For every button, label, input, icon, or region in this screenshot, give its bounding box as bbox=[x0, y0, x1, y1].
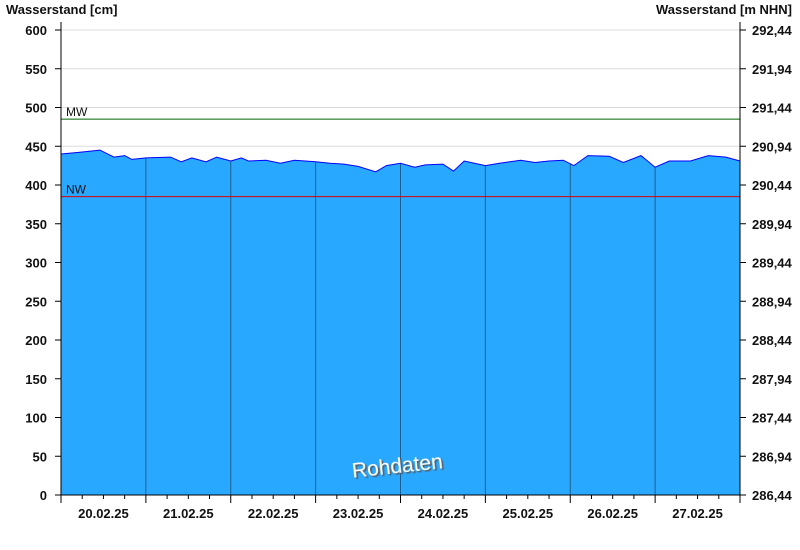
y-tick-label-left: 250 bbox=[25, 294, 47, 309]
y-tick-label-right: 287,44 bbox=[752, 411, 793, 426]
y-tick-label-left: 350 bbox=[25, 217, 47, 232]
reference-lines: MW NW bbox=[61, 105, 740, 198]
y-tick-label-left: 50 bbox=[33, 449, 47, 464]
y-tick-label-right: 291,44 bbox=[752, 101, 793, 116]
y-tick-label-left: 100 bbox=[25, 411, 47, 426]
y-tick-label-right: 290,94 bbox=[752, 139, 793, 154]
y-tick-label-right: 290,44 bbox=[752, 178, 793, 193]
y-tick-label-right: 288,44 bbox=[752, 333, 793, 348]
reference-label-nw: NW bbox=[66, 183, 87, 197]
water-level-line bbox=[60, 149, 741, 173]
y-tick-label-left: 0 bbox=[40, 488, 47, 503]
y-tick-label-left: 450 bbox=[25, 139, 47, 154]
x-tick-label: 21.02.25 bbox=[163, 506, 214, 521]
x-tick-label: 24.02.25 bbox=[418, 506, 469, 521]
y-tick-label-right: 289,44 bbox=[752, 256, 793, 271]
y-tick-label-right: 289,94 bbox=[752, 217, 793, 232]
x-tick-label: 23.02.25 bbox=[333, 506, 384, 521]
y-tick-label-left: 500 bbox=[25, 101, 47, 116]
y-tick-label-right: 288,94 bbox=[752, 294, 793, 309]
axes: 0 286,44 50 286,94 100 287,44 150 287,94 200 288,… bbox=[25, 22, 793, 521]
y-tick-label-right: 291,94 bbox=[752, 62, 793, 77]
y-tick-label-left: 600 bbox=[25, 23, 47, 38]
y-tick-label-left: 150 bbox=[25, 372, 47, 387]
x-tick-label: 25.02.25 bbox=[503, 506, 554, 521]
y-tick-label-left: 550 bbox=[25, 62, 47, 77]
y-axis-right-label: Wasserstand [m NHN] bbox=[656, 2, 792, 17]
x-tick-label: 27.02.25 bbox=[672, 506, 723, 521]
x-tick-label: 20.02.25 bbox=[78, 506, 129, 521]
y-tick-label-right: 286,94 bbox=[752, 449, 793, 464]
y-tick-label-right: 292,44 bbox=[752, 23, 793, 38]
day-separators bbox=[145, 150, 656, 495]
x-tick-label: 22.02.25 bbox=[248, 506, 299, 521]
reference-label-mw: MW bbox=[66, 105, 88, 119]
y-tick-label-right: 287,94 bbox=[752, 372, 793, 387]
y-tick-label-left: 200 bbox=[25, 333, 47, 348]
y-axis-left-label: Wasserstand [cm] bbox=[6, 2, 118, 17]
x-tick-label: 26.02.25 bbox=[587, 506, 638, 521]
y-tick-label-left: 300 bbox=[25, 256, 47, 271]
y-tick-label-left: 400 bbox=[25, 178, 47, 193]
y-tick-label-right: 286,44 bbox=[752, 488, 793, 503]
